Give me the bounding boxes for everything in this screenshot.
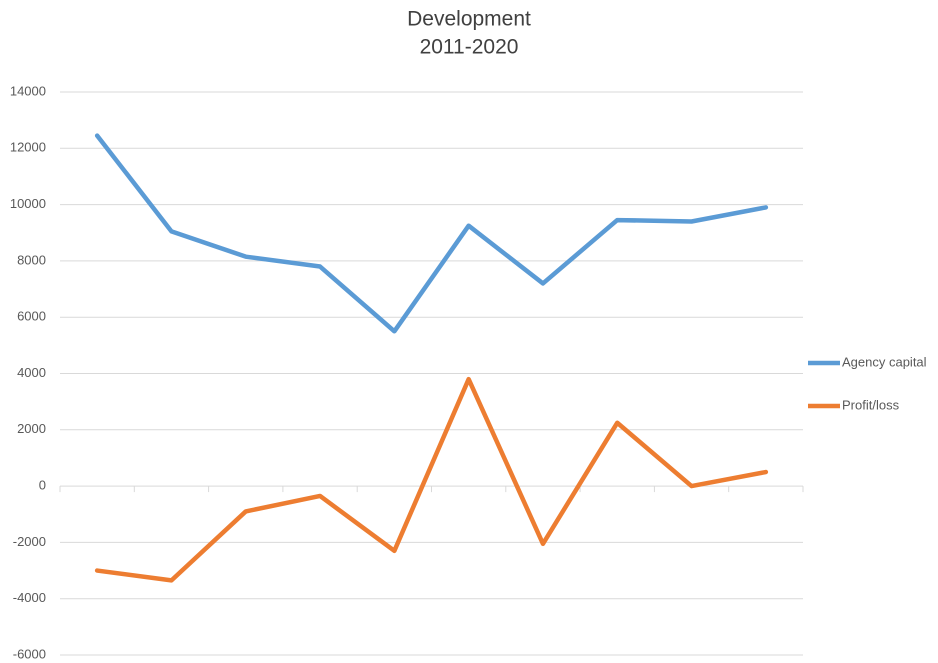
y-tick-label: 6000 [17, 309, 46, 324]
series-line [94, 376, 769, 583]
y-tick-label: 8000 [17, 252, 46, 267]
y-tick-label: 2000 [17, 421, 46, 436]
y-tick-label: 0 [39, 478, 46, 493]
y-tick-label: 14000 [10, 83, 46, 98]
legend-label: Profit/loss [842, 397, 900, 412]
series-line [94, 133, 769, 334]
chart-title: Development [407, 8, 531, 31]
chart-subtitle: 2011-2020 [420, 36, 519, 59]
legend-label: Agency capital [842, 354, 927, 369]
y-tick-label: -4000 [13, 590, 46, 605]
y-tick-label: 4000 [17, 365, 46, 380]
y-tick-label: -6000 [13, 646, 46, 661]
y-tick-label: 10000 [10, 196, 46, 211]
y-tick-label: 12000 [10, 140, 46, 155]
y-tick-label: -2000 [13, 534, 46, 549]
